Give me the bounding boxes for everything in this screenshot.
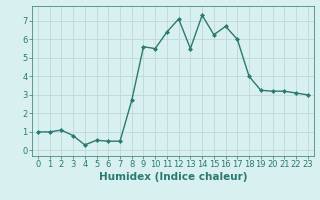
X-axis label: Humidex (Indice chaleur): Humidex (Indice chaleur) <box>99 172 247 182</box>
